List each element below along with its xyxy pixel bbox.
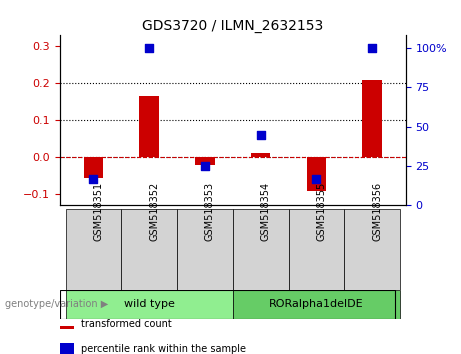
Point (146, 45, 153, 51)
Bar (65, 209, 121, 290)
Bar (139, 96, 159, 157)
Bar (60, 343, 74, 354)
Bar (233, 290, 400, 319)
Bar (65, 290, 233, 319)
Bar (83, 157, 103, 178)
Point (201, 163, 209, 169)
Point (313, 176, 320, 181)
Text: wild type: wild type (124, 299, 175, 309)
Text: GSM518353: GSM518353 (205, 182, 215, 241)
Bar (251, 153, 271, 157)
Bar (233, 209, 289, 290)
Bar (195, 157, 215, 165)
Text: GSM518352: GSM518352 (149, 182, 159, 241)
Text: percentile rank within the sample: percentile rank within the sample (81, 344, 246, 354)
Text: transformed count: transformed count (81, 319, 171, 329)
Text: GSM518356: GSM518356 (372, 182, 382, 241)
Text: GSM518351: GSM518351 (94, 182, 103, 241)
Bar (362, 80, 382, 157)
Bar (121, 209, 177, 290)
Point (90, 176, 97, 181)
Text: GSM518355: GSM518355 (316, 182, 326, 241)
Bar (177, 209, 233, 290)
Point (368, 45, 376, 51)
Bar (344, 209, 400, 290)
Bar (289, 209, 344, 290)
Text: RORalpha1delDE: RORalpha1delDE (269, 299, 364, 309)
Text: genotype/variation ▶: genotype/variation ▶ (5, 299, 108, 309)
Point (257, 132, 264, 137)
Bar (307, 157, 326, 190)
Bar (60, 318, 74, 329)
Text: GSM518354: GSM518354 (260, 182, 271, 241)
Title: GDS3720 / ILMN_2632153: GDS3720 / ILMN_2632153 (142, 19, 324, 33)
